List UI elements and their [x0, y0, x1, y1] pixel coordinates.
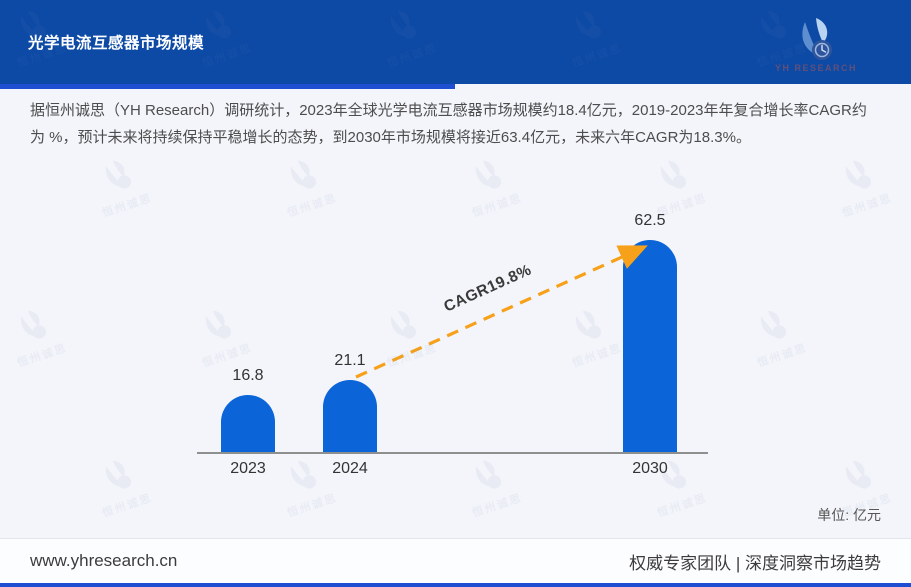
x-axis-line: [197, 452, 708, 454]
yh-logo-wordmark: YH RESEARCH: [774, 62, 857, 73]
bottom-accent-strip: [0, 583, 911, 587]
x-tick-2030: 2030: [632, 460, 668, 477]
value-label-2030: 62.5: [634, 212, 666, 229]
bar-2023: [221, 395, 275, 452]
value-label-2024: 21.1: [334, 352, 366, 369]
unit-label: 单位: 亿元: [817, 507, 881, 523]
x-tick-2024: 2024: [332, 460, 368, 477]
cagr-annotation: CAGR19.8%: [441, 261, 535, 316]
yh-logo-icon: [802, 17, 832, 60]
intro-paragraph: 据恒州诚思（YH Research）调研统计，2023年全球光学电流互感器市场规…: [30, 102, 867, 146]
x-tick-2023: 2023: [230, 460, 266, 477]
page-title: 光学电流互感器市场规模: [28, 35, 205, 52]
bar-2024: [323, 380, 377, 452]
bar-2030: [623, 240, 677, 452]
footer-website[interactable]: www.yhresearch.cn: [30, 551, 178, 570]
header: 光学电流互感器市场规模 YH RESEARCH: [0, 0, 911, 84]
footer: www.yhresearch.cn 权威专家团队 | 深度洞察市场趋势: [0, 538, 911, 583]
value-label-2023: 16.8: [232, 367, 264, 384]
footer-tagline: 权威专家团队 | 深度洞察市场趋势: [629, 553, 881, 573]
yh-logo: YH RESEARCH: [775, 16, 857, 73]
header-accent-strip: [0, 84, 455, 89]
